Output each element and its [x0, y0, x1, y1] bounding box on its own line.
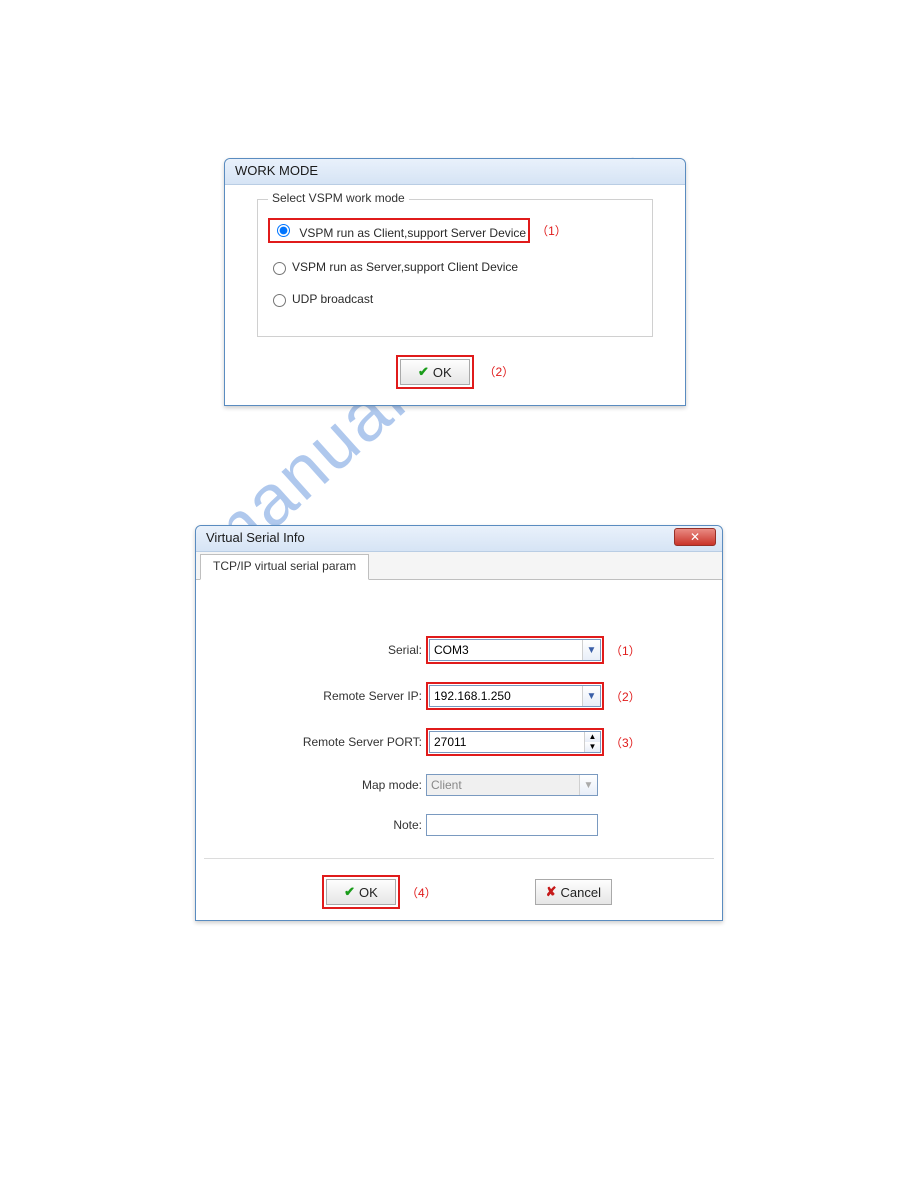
dialog-title: WORK MODE: [225, 159, 685, 185]
spinner-buttons[interactable]: ▲▼: [584, 732, 600, 752]
annotation-1: （1）: [536, 222, 567, 239]
annotation-2: （2）: [483, 365, 514, 379]
ok-button[interactable]: ✔ OK: [400, 359, 470, 385]
close-icon: ✕: [690, 530, 700, 544]
virtual-serial-dialog: Virtual Serial Info ✕ TCP/IP virtual ser…: [195, 525, 723, 921]
radio-server-label: VSPM run as Server,support Client Device: [292, 260, 518, 274]
label-remote-port: Remote Server PORT:: [196, 735, 426, 749]
check-icon: ✔: [344, 884, 355, 900]
check-icon: ✔: [418, 364, 429, 380]
remote-ip-value: 192.168.1.250: [434, 689, 511, 703]
chevron-down-icon: ▼: [579, 775, 597, 795]
cross-icon: ✘: [546, 884, 557, 900]
remote-port-value: 27011: [434, 735, 466, 749]
work-mode-dialog: WORK MODE Select VSPM work mode VSPM run…: [224, 158, 686, 406]
radio-udp-label: UDP broadcast: [292, 292, 373, 306]
annotation-4: （4）: [406, 884, 437, 901]
ok-label: OK: [433, 365, 452, 380]
chevron-down-icon: ▼: [582, 640, 600, 660]
remote-ip-combo[interactable]: 192.168.1.250 ▼: [429, 685, 601, 707]
tab-tcpip[interactable]: TCP/IP virtual serial param: [200, 554, 369, 580]
remote-port-spinner[interactable]: 27011 ▲▼: [429, 731, 601, 753]
ok-button[interactable]: ✔ OK: [326, 879, 396, 905]
annotation-3: （3）: [610, 734, 641, 751]
label-serial: Serial:: [196, 643, 426, 657]
annotation-2: （2）: [610, 688, 641, 705]
label-map-mode: Map mode:: [196, 778, 426, 792]
label-remote-ip: Remote Server IP:: [196, 689, 426, 703]
map-mode-value: Client: [431, 778, 462, 792]
note-input[interactable]: [426, 814, 598, 836]
radio-udp[interactable]: [273, 294, 286, 307]
close-button[interactable]: ✕: [674, 528, 716, 546]
title-text: Virtual Serial Info: [206, 530, 305, 545]
tab-strip: TCP/IP virtual serial param: [196, 552, 722, 580]
cancel-button[interactable]: ✘ Cancel: [535, 879, 612, 905]
cancel-label: Cancel: [561, 885, 601, 900]
group-legend: Select VSPM work mode: [268, 191, 409, 205]
radio-client[interactable]: [277, 224, 290, 237]
map-mode-combo: Client ▼: [426, 774, 598, 796]
serial-combo[interactable]: COM3 ▼: [429, 639, 601, 661]
serial-value: COM3: [434, 643, 469, 657]
ok-label: OK: [359, 885, 378, 900]
radio-client-label: VSPM run as Client,support Server Device: [299, 226, 526, 240]
work-mode-group: Select VSPM work mode VSPM run as Client…: [257, 199, 653, 337]
radio-server[interactable]: [273, 262, 286, 275]
dialog-title: Virtual Serial Info ✕: [196, 526, 722, 552]
separator: [204, 858, 714, 859]
label-note: Note:: [196, 818, 426, 832]
chevron-down-icon: ▼: [582, 686, 600, 706]
annotation-1: （1）: [610, 642, 641, 659]
